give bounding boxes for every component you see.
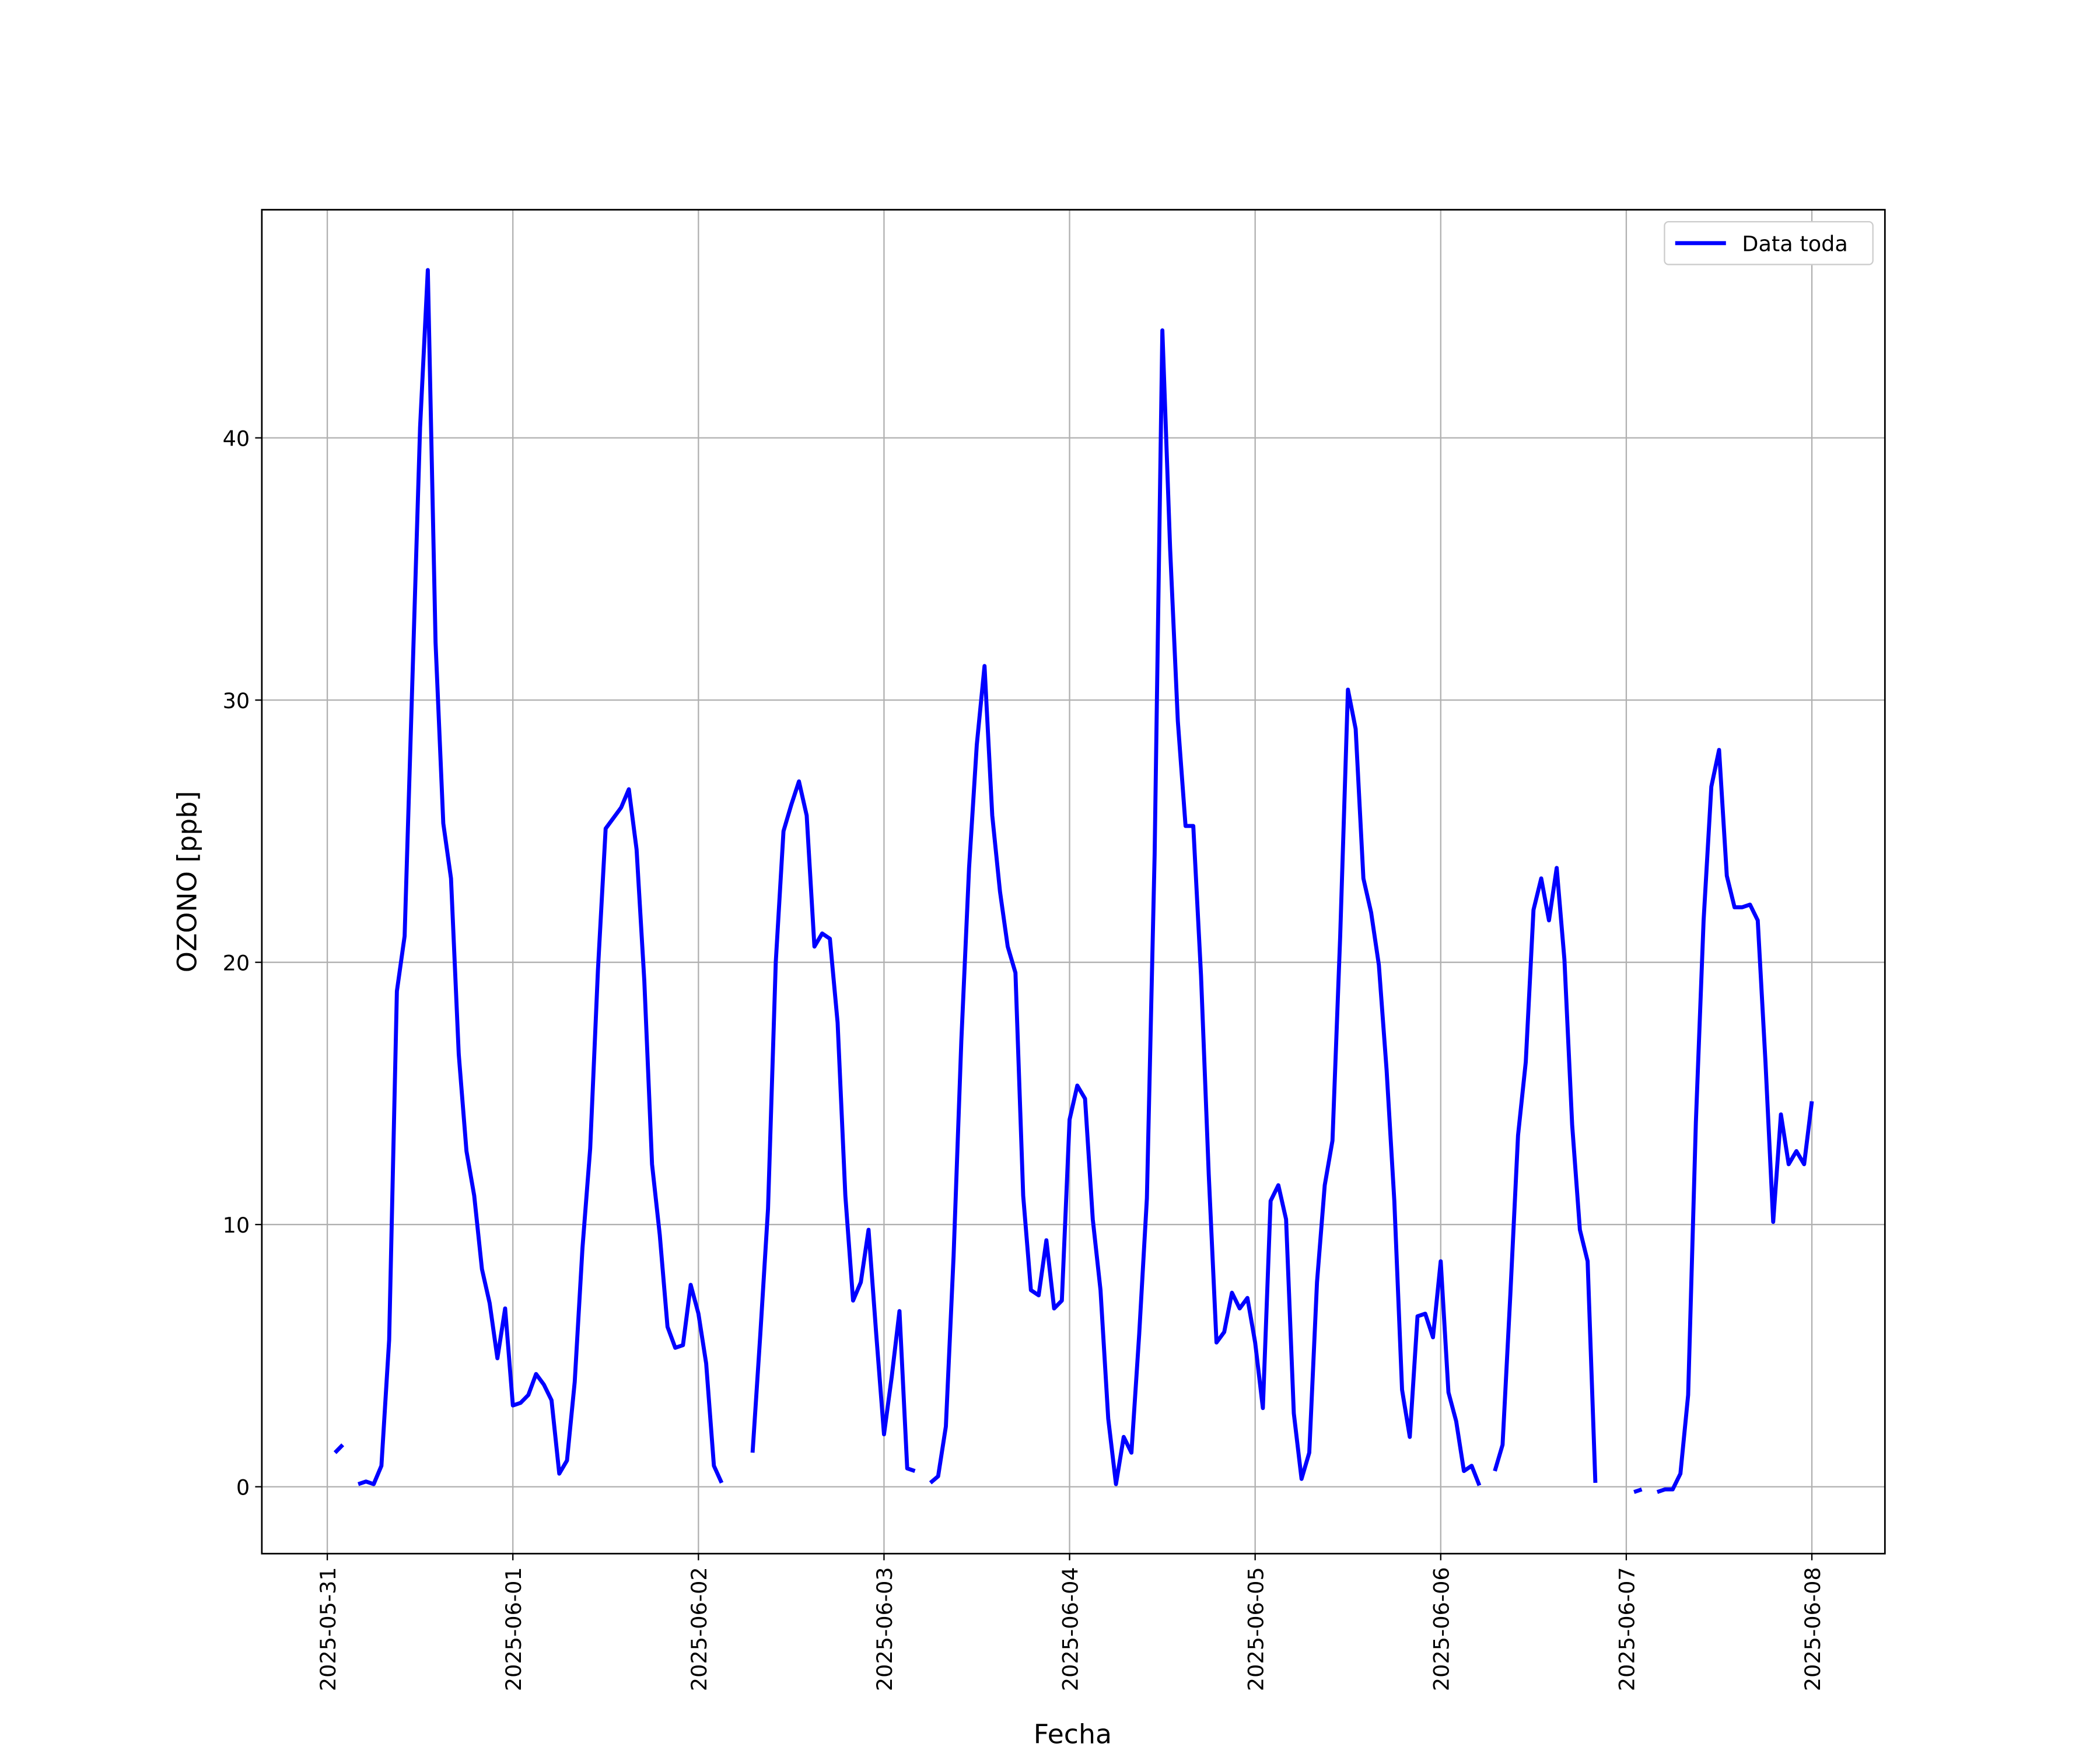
y-tick-label: 0 (236, 1475, 250, 1500)
axes-frame (261, 209, 1886, 1555)
x-tick-label: 2025-06-06 (1429, 1567, 1454, 1691)
y-tick-label: 40 (223, 426, 250, 451)
x-tick-label: 2025-06-05 (1243, 1567, 1268, 1691)
legend: Data toda (1664, 221, 1874, 265)
x-tick-label: 2025-05-31 (316, 1567, 341, 1691)
legend-box (1664, 221, 1874, 265)
legend-label: Data toda (1742, 232, 1848, 257)
x-tick-label: 2025-06-04 (1058, 1567, 1083, 1691)
x-axis-label: Fecha (1034, 1718, 1112, 1750)
x-tick-label: 2025-06-03 (872, 1567, 897, 1691)
y-axis-label: OZONO [ppb] (172, 791, 203, 972)
x-tick-label: 2025-06-01 (501, 1567, 526, 1691)
x-tick-label: 2025-06-08 (1800, 1567, 1825, 1691)
data-line (333, 268, 1814, 1494)
plot-area: 0 10 20 30 40 2025-05-31 2025-06-01 2025-06-02 2… (223, 209, 1886, 1691)
y-tick-label: 30 (223, 688, 250, 713)
x-tick-label: 2025-06-07 (1615, 1567, 1640, 1691)
x-tick-label: 2025-06-02 (687, 1567, 712, 1691)
y-tick-label: 20 (223, 950, 250, 975)
y-tick-label: 10 (223, 1213, 250, 1238)
